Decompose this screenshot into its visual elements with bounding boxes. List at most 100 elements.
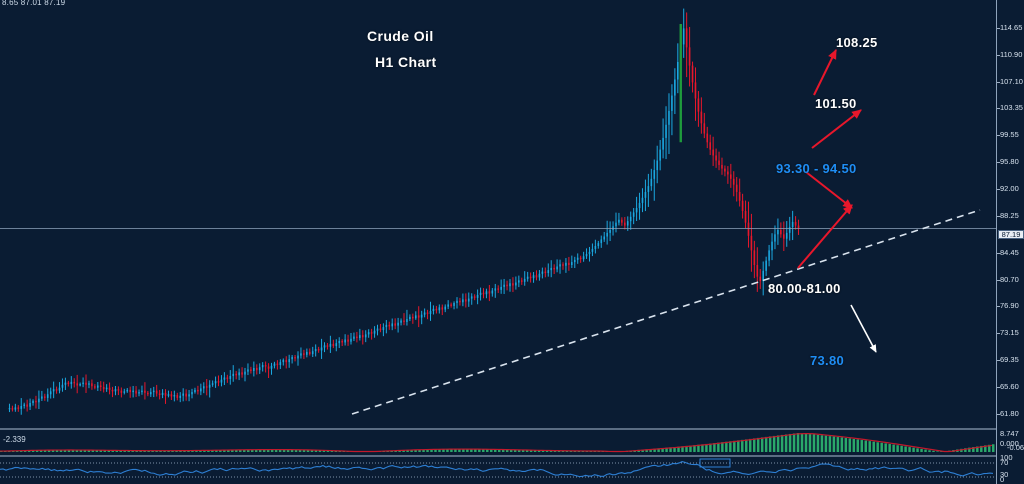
macd-bar: [872, 441, 875, 452]
candle-body: [138, 392, 140, 394]
macd-bar: [808, 434, 812, 452]
price-scale-axis[interactable]: 114.65 110.90 107.10 103.35 99.55 95.80 92.00 8…: [996, 0, 1024, 484]
macd-bar: [972, 447, 975, 452]
candle-body: [102, 386, 105, 390]
candle-body: [353, 336, 355, 339]
candle-body: [232, 373, 235, 377]
candle-body: [279, 362, 282, 366]
annotation-target-101: 101.50: [815, 96, 857, 111]
candle-body: [727, 171, 729, 175]
candle-body: [429, 311, 432, 314]
candle-body: [141, 390, 143, 393]
projection-arrow-white-down: [850, 304, 877, 353]
candle-body: [479, 292, 482, 295]
candle-body: [108, 387, 111, 390]
candle-body: [591, 248, 594, 252]
macd-bar: [796, 433, 800, 452]
macd-bar: [912, 447, 915, 452]
rsi-pane[interactable]: [0, 457, 996, 484]
candle-body: [361, 335, 364, 338]
macd-bar: [768, 436, 772, 452]
candle-body: [132, 390, 134, 393]
macd-bar: [565, 450, 569, 452]
price-chart-pane[interactable]: [0, 0, 996, 428]
candle-body: [82, 382, 84, 385]
candle-body: [535, 275, 538, 278]
candle-body: [432, 308, 435, 312]
macd-bar: [976, 446, 979, 452]
price-scale-tick: [997, 108, 1000, 109]
candle-body: [58, 387, 61, 391]
candle-body: [202, 386, 205, 389]
candle-body: [582, 256, 585, 260]
candle-body: [482, 292, 485, 295]
price-scale-label: 88.25: [1000, 211, 1019, 220]
macd-bar: [494, 449, 497, 452]
candle-body: [718, 160, 720, 165]
candle-body: [435, 308, 438, 311]
macd-bar: [175, 450, 178, 452]
macd-bar: [314, 450, 318, 452]
candle-body: [653, 170, 656, 179]
macd-bar: [462, 449, 465, 452]
macd-bar: [860, 440, 864, 452]
macd-bar: [482, 449, 485, 452]
candle-body: [105, 387, 108, 390]
macd-bar: [780, 434, 784, 452]
candle-body: [506, 284, 508, 287]
candle-body: [238, 372, 240, 376]
candle-body: [14, 407, 17, 410]
macd-bar: [776, 435, 780, 452]
candle-body: [43, 396, 46, 398]
projection-arrow-red: [811, 109, 862, 149]
candle-body: [585, 254, 588, 257]
macd-bar: [498, 449, 501, 452]
macd-bar: [641, 449, 644, 452]
candle-body: [385, 324, 388, 328]
candle-body: [291, 357, 293, 360]
candle-body: [662, 137, 664, 150]
candle-body: [270, 365, 273, 369]
price-scale-label: 80.70: [1000, 275, 1019, 284]
macd-bar: [167, 450, 170, 452]
candle-body: [777, 229, 779, 235]
macd-bar: [227, 449, 230, 452]
candle-body: [573, 259, 576, 263]
macd-bar: [904, 446, 907, 452]
candle-body: [785, 232, 788, 239]
candle-body: [314, 349, 317, 352]
rsi-scale-label-30: 30: [1000, 470, 1009, 479]
macd-bar: [745, 439, 748, 452]
candle-body: [114, 389, 117, 392]
macd-bar: [87, 450, 91, 452]
candle-body: [229, 376, 232, 379]
price-scale-label: 110.90: [1000, 50, 1023, 59]
candle-body: [412, 316, 414, 319]
macd-bar: [410, 449, 413, 452]
candle-body: [541, 271, 544, 274]
macd-bar: [697, 444, 700, 452]
macd-bar: [884, 443, 887, 452]
candle-body: [332, 343, 335, 347]
candle-body: [85, 382, 87, 385]
candle-body: [491, 290, 494, 294]
macd-bar: [219, 450, 222, 452]
candle-body: [691, 65, 694, 83]
projection-arrow-red: [805, 171, 853, 209]
macd-bar: [844, 438, 848, 452]
price-scale-tick: [997, 189, 1000, 190]
candle-body: [264, 365, 267, 367]
candle-body: [123, 391, 126, 393]
candle-body: [185, 393, 187, 397]
macd-bar: [199, 450, 202, 452]
macd-bar: [83, 450, 87, 452]
price-scale-tick: [997, 333, 1000, 334]
candle-body: [173, 395, 176, 397]
macd-pane[interactable]: [0, 430, 996, 455]
macd-bar: [478, 449, 481, 452]
candle-body: [370, 332, 373, 334]
macd-bar: [426, 449, 429, 452]
candle-body: [306, 351, 308, 355]
candle-body: [344, 339, 346, 343]
price-scale-tick: [997, 280, 1000, 281]
